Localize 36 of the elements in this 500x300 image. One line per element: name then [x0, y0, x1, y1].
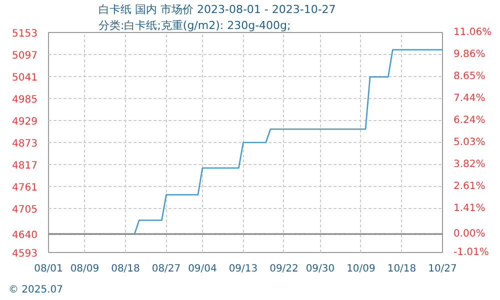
- x-tick-label: 09/13: [228, 264, 258, 274]
- x-tick-label: 08/18: [111, 264, 140, 274]
- y-tick-label: 4705: [12, 204, 38, 216]
- y-tick-label: 5153: [12, 28, 38, 40]
- y-tick-label: 4873: [12, 138, 38, 150]
- x-tick-label: 10/09: [346, 264, 376, 274]
- y-tick-label: 4929: [12, 116, 38, 128]
- x-tick-label: 08/27: [152, 264, 181, 274]
- y2-tick-label: 3.82%: [454, 158, 486, 170]
- y2-tick-label: 1.41%: [454, 202, 486, 214]
- y2-tick-label: 0.00%: [454, 228, 486, 240]
- y2-tick-label: 6.24%: [454, 114, 486, 126]
- y2-tick-label: -1.01%: [454, 247, 489, 258]
- y2-tick-label: 2.61%: [454, 181, 486, 192]
- x-tick-label: 09/30: [306, 264, 335, 274]
- y2-tick-label: 8.65%: [454, 70, 486, 82]
- text: © 2025.07: [8, 284, 64, 296]
- y2-tick-label: 7.44%: [454, 92, 486, 104]
- chart-subtitle: 分类:白卡纸;克重(g/m2): 230g-400g;: [98, 19, 291, 32]
- y-tick-label: 4985: [12, 94, 38, 106]
- x-tick-label: 10/18: [387, 264, 416, 274]
- x-tick-label: 08/01: [34, 264, 63, 274]
- y2-tick-label: 5.03%: [454, 136, 486, 148]
- chart-title: 白卡纸 国内 市场价 2023-08-01 - 2023-10-27: [98, 3, 336, 16]
- x-tick-label: 08/09: [70, 264, 100, 274]
- y-tick-label: 4817: [12, 160, 38, 172]
- y-tick-label: 4640: [12, 230, 38, 242]
- x-tick-label: 09/22: [270, 264, 298, 274]
- y-tick-label: 5041: [12, 72, 38, 84]
- y2-tick-label: 9.86%: [454, 48, 486, 60]
- y-tick-label: 5097: [12, 50, 38, 62]
- y-tick-label: 4593: [12, 248, 38, 260]
- x-tick-label: 09/04: [188, 264, 217, 274]
- y-tick-label: 4761: [12, 182, 38, 194]
- y2-tick-label: 11.06%: [454, 27, 492, 38]
- x-tick-label: 10/27: [428, 264, 457, 274]
